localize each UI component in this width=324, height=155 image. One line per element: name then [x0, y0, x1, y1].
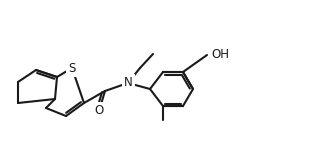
Text: O: O [94, 104, 104, 117]
Text: N: N [124, 77, 133, 89]
Text: OH: OH [211, 49, 229, 62]
Text: S: S [68, 62, 76, 75]
